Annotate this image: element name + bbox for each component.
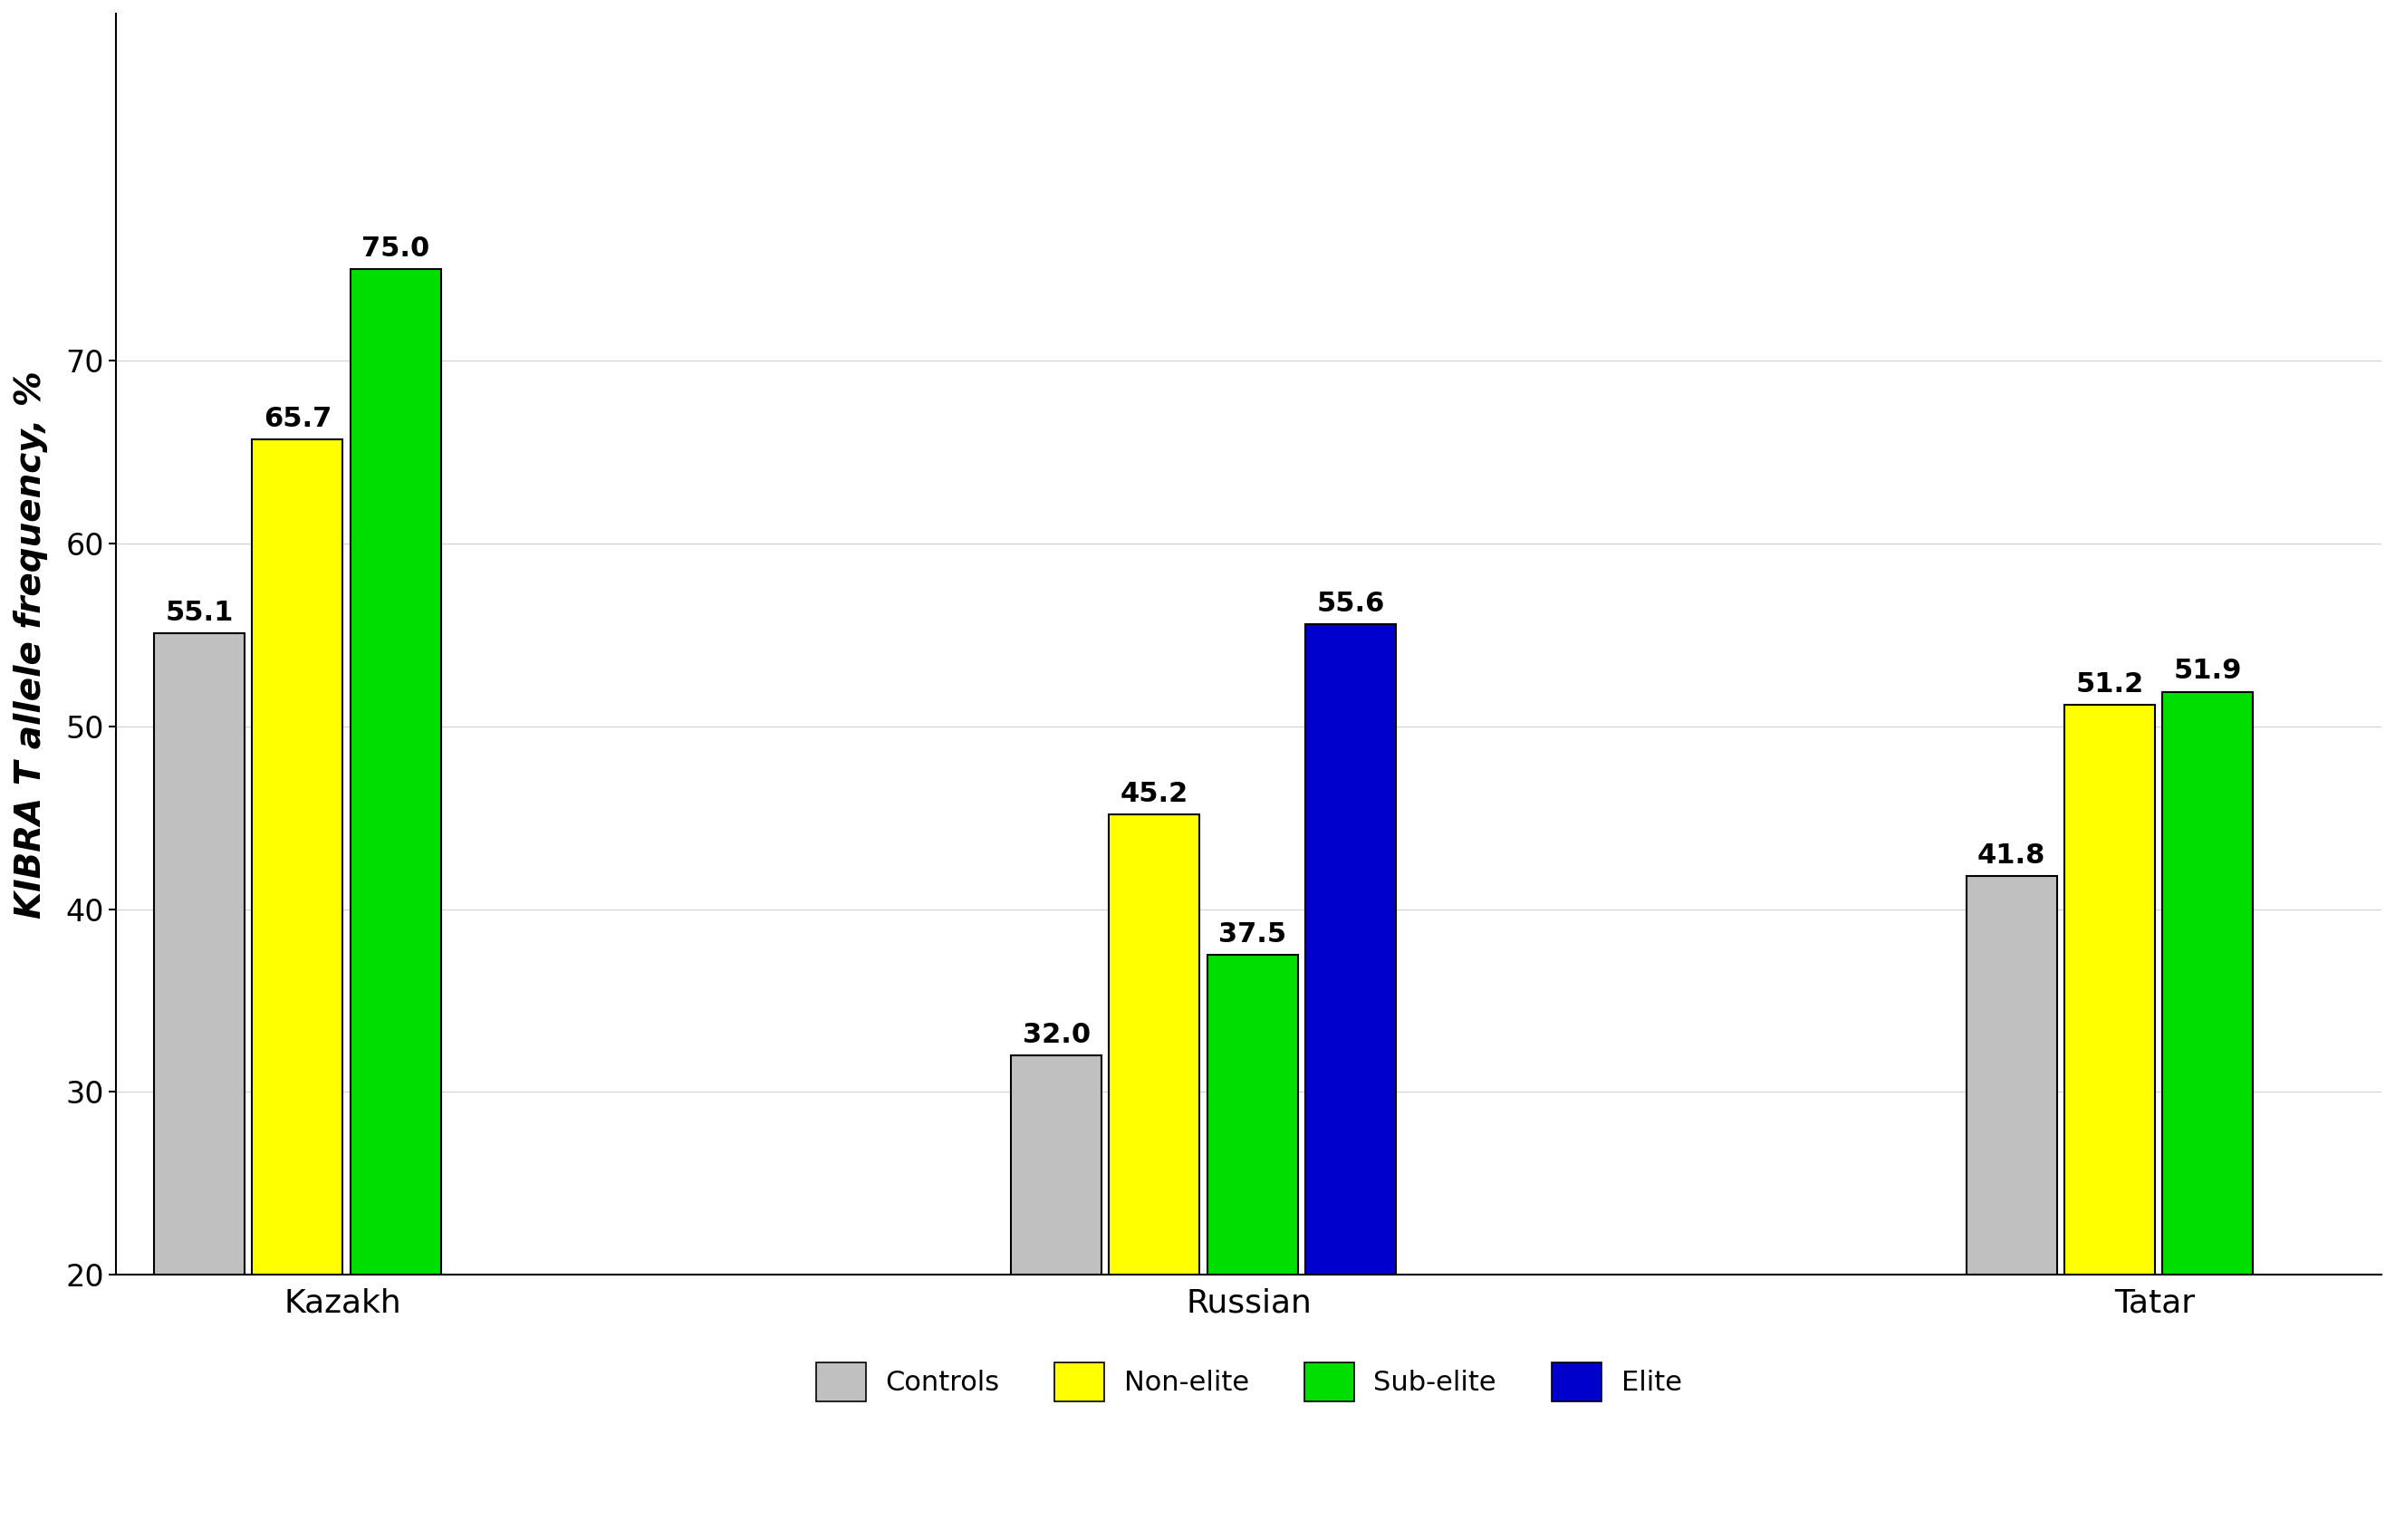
Bar — [1011, 1055, 1102, 1275]
Text: 41.8: 41.8 — [1978, 842, 2045, 869]
Text: 45.2: 45.2 — [1121, 781, 1188, 807]
Y-axis label: KIBRA T allele frequency, %: KIBRA T allele frequency, % — [14, 370, 48, 918]
Bar — [251, 439, 342, 1275]
Text: 32.0: 32.0 — [1023, 1023, 1090, 1049]
Text: 55.1: 55.1 — [165, 599, 232, 625]
Bar — [2064, 704, 2156, 1275]
Text: 37.5: 37.5 — [1219, 921, 1286, 947]
Text: 55.6: 55.6 — [1317, 590, 1384, 616]
Bar — [1305, 624, 1396, 1275]
Text: 65.7: 65.7 — [263, 407, 331, 433]
Bar — [1109, 815, 1200, 1275]
Bar — [1966, 876, 2057, 1275]
Bar — [350, 270, 441, 1275]
Text: 75.0: 75.0 — [362, 236, 429, 262]
Legend: Controls, Non-elite, Sub-elite, Elite: Controls, Non-elite, Sub-elite, Elite — [805, 1351, 1693, 1412]
Bar — [1207, 955, 1298, 1275]
Text: 51.9: 51.9 — [2175, 658, 2242, 684]
Bar — [2163, 691, 2254, 1275]
Bar — [153, 633, 244, 1275]
Text: 51.2: 51.2 — [2076, 671, 2144, 698]
